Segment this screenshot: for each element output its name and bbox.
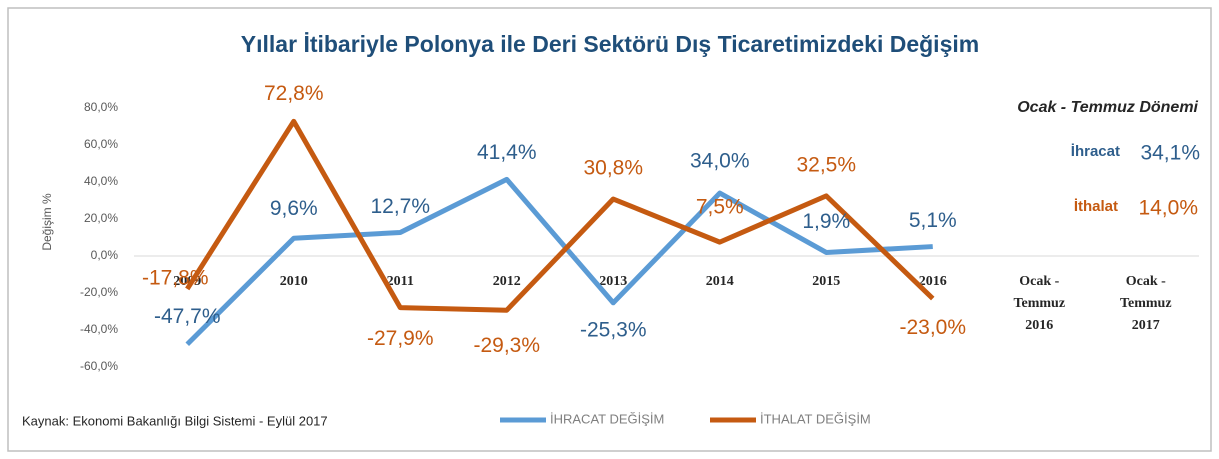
y-tick-label: -60,0% — [80, 359, 118, 373]
export-label: İhracat — [1071, 143, 1120, 160]
x-tick-label: 2016 — [919, 274, 947, 289]
legend-label: İTHALAT DEĞİŞİM — [760, 411, 871, 426]
data-label: 7,5% — [696, 196, 744, 219]
data-label: -47,7% — [154, 305, 221, 328]
y-tick-label: -40,0% — [80, 322, 118, 336]
data-label: 9,6% — [270, 197, 318, 220]
data-label: -25,3% — [580, 318, 647, 341]
import-label: İthalat — [1074, 198, 1118, 215]
data-label: 34,0% — [690, 150, 750, 173]
y-tick-label: 20,0% — [84, 211, 118, 225]
data-label: 72,8% — [264, 82, 324, 105]
y-axis-label: Değişim % — [40, 193, 54, 251]
x-tick-label: 2012 — [493, 274, 521, 289]
data-label: -17,8% — [142, 266, 209, 289]
import-value: 14,0% — [1138, 197, 1198, 220]
y-tick-label: -20,0% — [80, 285, 118, 299]
data-label: 12,7% — [370, 195, 430, 218]
x-tick-label: Ocak -Temmuz 2017 — [1120, 274, 1172, 333]
x-tick-label: 2011 — [387, 274, 414, 289]
data-label: -27,9% — [367, 327, 434, 350]
x-tick-label: 2014 — [706, 274, 734, 289]
data-label: 5,1% — [909, 209, 957, 232]
period-note: Ocak - Temmuz Dönemi — [1017, 99, 1198, 116]
y-tick-label: 40,0% — [84, 174, 118, 188]
chart-title: Yıllar İtibariyle Polonya ile Deri Sektö… — [241, 31, 979, 57]
data-label: 1,9% — [802, 210, 850, 233]
data-label: 41,4% — [477, 141, 537, 164]
chart-frame — [7, 7, 1212, 452]
x-tick-label: 2010 — [280, 274, 308, 289]
legend-label: İHRACAT DEĞİŞİM — [550, 411, 664, 426]
data-label: -23,0% — [899, 316, 966, 339]
data-label: 30,8% — [583, 157, 643, 180]
y-tick-label: 60,0% — [84, 137, 118, 151]
series-line — [185, 176, 933, 347]
y-tick-label: 80,0% — [84, 100, 118, 114]
data-label: -29,3% — [473, 334, 540, 357]
x-tick-label: 2015 — [812, 274, 840, 289]
y-tick-label: 0,0% — [91, 248, 119, 262]
x-tick-label: 2013 — [599, 274, 627, 289]
source: Kaynak: Ekonomi Bakanlığı Bilgi Sistemi … — [22, 413, 328, 428]
series-line — [185, 118, 935, 313]
export-value: 34,1% — [1140, 142, 1200, 165]
x-tick-label: Ocak -Temmuz 2016 — [1013, 274, 1065, 333]
data-label: 32,5% — [796, 153, 856, 176]
